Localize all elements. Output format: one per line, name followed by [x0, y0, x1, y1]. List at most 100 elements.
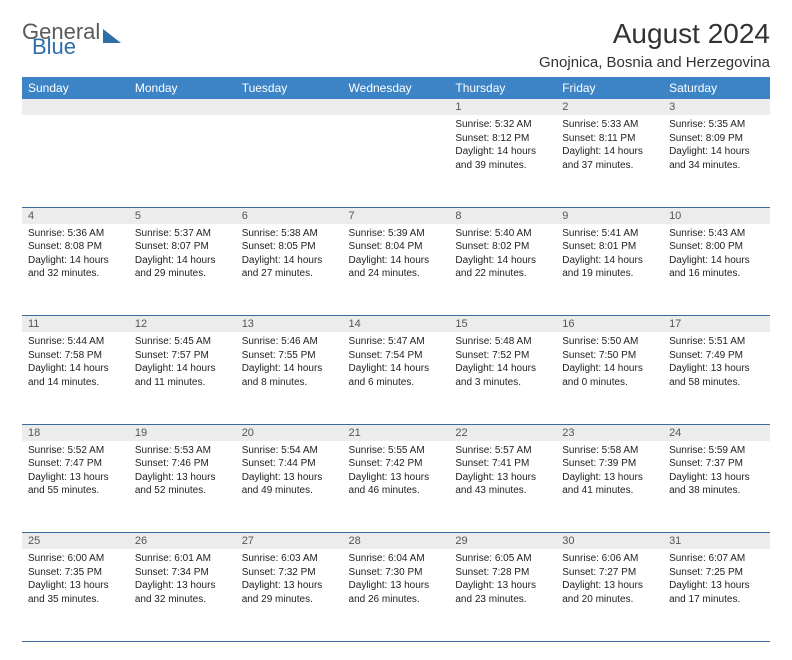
day-number-cell: 26: [129, 533, 236, 550]
day-cell: Sunrise: 5:53 AMSunset: 7:46 PMDaylight:…: [129, 441, 236, 533]
day-number-cell: 6: [236, 207, 343, 224]
day-number-cell: 12: [129, 316, 236, 333]
day-cell: Sunrise: 5:38 AMSunset: 8:05 PMDaylight:…: [236, 224, 343, 316]
day-content: Sunrise: 6:05 AMSunset: 7:28 PMDaylight:…: [449, 549, 556, 610]
day-cell: Sunrise: 5:41 AMSunset: 8:01 PMDaylight:…: [556, 224, 663, 316]
day-number-cell: 8: [449, 207, 556, 224]
day-header-row: SundayMondayTuesdayWednesdayThursdayFrid…: [22, 77, 770, 99]
day-number-cell: 11: [22, 316, 129, 333]
day-cell: [343, 115, 450, 207]
day-number-cell: 16: [556, 316, 663, 333]
title-block: August 2024 Gnojnica, Bosnia and Herzego…: [539, 18, 770, 71]
day-number-cell: 9: [556, 207, 663, 224]
day-number-cell: [129, 99, 236, 115]
day-header: Friday: [556, 77, 663, 99]
day-content: Sunrise: 5:48 AMSunset: 7:52 PMDaylight:…: [449, 332, 556, 393]
calendar-page: General Blue August 2024 Gnojnica, Bosni…: [0, 0, 792, 660]
brand-logo: General Blue: [22, 18, 121, 58]
day-cell: Sunrise: 5:59 AMSunset: 7:37 PMDaylight:…: [663, 441, 770, 533]
week-row: Sunrise: 5:36 AMSunset: 8:08 PMDaylight:…: [22, 224, 770, 316]
day-content: Sunrise: 5:33 AMSunset: 8:11 PMDaylight:…: [556, 115, 663, 176]
day-number-cell: 5: [129, 207, 236, 224]
day-content: Sunrise: 5:57 AMSunset: 7:41 PMDaylight:…: [449, 441, 556, 502]
day-cell: Sunrise: 5:39 AMSunset: 8:04 PMDaylight:…: [343, 224, 450, 316]
location-text: Gnojnica, Bosnia and Herzegovina: [539, 54, 770, 71]
day-cell: Sunrise: 6:07 AMSunset: 7:25 PMDaylight:…: [663, 549, 770, 641]
day-cell: Sunrise: 5:44 AMSunset: 7:58 PMDaylight:…: [22, 332, 129, 424]
day-cell: Sunrise: 5:51 AMSunset: 7:49 PMDaylight:…: [663, 332, 770, 424]
day-cell: Sunrise: 6:00 AMSunset: 7:35 PMDaylight:…: [22, 549, 129, 641]
daynum-row: 45678910: [22, 207, 770, 224]
day-cell: [22, 115, 129, 207]
day-cell: Sunrise: 5:36 AMSunset: 8:08 PMDaylight:…: [22, 224, 129, 316]
day-number-cell: 1: [449, 99, 556, 115]
day-content: Sunrise: 5:44 AMSunset: 7:58 PMDaylight:…: [22, 332, 129, 393]
day-number-cell: 22: [449, 424, 556, 441]
week-row: Sunrise: 6:00 AMSunset: 7:35 PMDaylight:…: [22, 549, 770, 641]
daynum-row: 18192021222324: [22, 424, 770, 441]
day-content: Sunrise: 5:38 AMSunset: 8:05 PMDaylight:…: [236, 224, 343, 285]
day-content: Sunrise: 5:35 AMSunset: 8:09 PMDaylight:…: [663, 115, 770, 176]
day-content: Sunrise: 5:53 AMSunset: 7:46 PMDaylight:…: [129, 441, 236, 502]
day-content: Sunrise: 5:39 AMSunset: 8:04 PMDaylight:…: [343, 224, 450, 285]
day-content: Sunrise: 5:40 AMSunset: 8:02 PMDaylight:…: [449, 224, 556, 285]
day-number-cell: 30: [556, 533, 663, 550]
day-number-cell: 28: [343, 533, 450, 550]
day-number-cell: 2: [556, 99, 663, 115]
day-header: Thursday: [449, 77, 556, 99]
day-header: Wednesday: [343, 77, 450, 99]
week-row: Sunrise: 5:32 AMSunset: 8:12 PMDaylight:…: [22, 115, 770, 207]
day-cell: Sunrise: 5:57 AMSunset: 7:41 PMDaylight:…: [449, 441, 556, 533]
day-content: Sunrise: 5:41 AMSunset: 8:01 PMDaylight:…: [556, 224, 663, 285]
daynum-row: 25262728293031: [22, 533, 770, 550]
day-cell: Sunrise: 5:43 AMSunset: 8:00 PMDaylight:…: [663, 224, 770, 316]
day-number-cell: 31: [663, 533, 770, 550]
daynum-row: 11121314151617: [22, 316, 770, 333]
day-content: Sunrise: 5:43 AMSunset: 8:00 PMDaylight:…: [663, 224, 770, 285]
day-number-cell: 15: [449, 316, 556, 333]
day-content: Sunrise: 6:00 AMSunset: 7:35 PMDaylight:…: [22, 549, 129, 610]
day-cell: Sunrise: 5:47 AMSunset: 7:54 PMDaylight:…: [343, 332, 450, 424]
day-content: Sunrise: 5:46 AMSunset: 7:55 PMDaylight:…: [236, 332, 343, 393]
day-cell: Sunrise: 5:45 AMSunset: 7:57 PMDaylight:…: [129, 332, 236, 424]
brand-text: General Blue: [22, 22, 100, 58]
day-content: Sunrise: 5:37 AMSunset: 8:07 PMDaylight:…: [129, 224, 236, 285]
triangle-icon: [103, 29, 121, 43]
day-number-cell: 24: [663, 424, 770, 441]
day-cell: Sunrise: 5:55 AMSunset: 7:42 PMDaylight:…: [343, 441, 450, 533]
day-cell: Sunrise: 5:33 AMSunset: 8:11 PMDaylight:…: [556, 115, 663, 207]
day-cell: Sunrise: 6:05 AMSunset: 7:28 PMDaylight:…: [449, 549, 556, 641]
day-cell: Sunrise: 6:03 AMSunset: 7:32 PMDaylight:…: [236, 549, 343, 641]
day-content: Sunrise: 5:58 AMSunset: 7:39 PMDaylight:…: [556, 441, 663, 502]
day-content: Sunrise: 5:50 AMSunset: 7:50 PMDaylight:…: [556, 332, 663, 393]
day-cell: Sunrise: 5:54 AMSunset: 7:44 PMDaylight:…: [236, 441, 343, 533]
day-content: Sunrise: 5:54 AMSunset: 7:44 PMDaylight:…: [236, 441, 343, 502]
day-content: Sunrise: 5:52 AMSunset: 7:47 PMDaylight:…: [22, 441, 129, 502]
day-cell: Sunrise: 6:04 AMSunset: 7:30 PMDaylight:…: [343, 549, 450, 641]
day-header: Tuesday: [236, 77, 343, 99]
day-number-cell: 20: [236, 424, 343, 441]
day-content: Sunrise: 6:06 AMSunset: 7:27 PMDaylight:…: [556, 549, 663, 610]
calendar-body: 123Sunrise: 5:32 AMSunset: 8:12 PMDaylig…: [22, 99, 770, 641]
day-cell: [236, 115, 343, 207]
day-number-cell: 13: [236, 316, 343, 333]
day-content: Sunrise: 6:07 AMSunset: 7:25 PMDaylight:…: [663, 549, 770, 610]
header: General Blue August 2024 Gnojnica, Bosni…: [22, 18, 770, 71]
day-cell: Sunrise: 6:06 AMSunset: 7:27 PMDaylight:…: [556, 549, 663, 641]
day-cell: Sunrise: 5:40 AMSunset: 8:02 PMDaylight:…: [449, 224, 556, 316]
day-content: Sunrise: 5:55 AMSunset: 7:42 PMDaylight:…: [343, 441, 450, 502]
day-number-cell: 10: [663, 207, 770, 224]
day-number-cell: 19: [129, 424, 236, 441]
day-number-cell: 18: [22, 424, 129, 441]
day-cell: Sunrise: 5:48 AMSunset: 7:52 PMDaylight:…: [449, 332, 556, 424]
day-content: Sunrise: 5:36 AMSunset: 8:08 PMDaylight:…: [22, 224, 129, 285]
day-number-cell: 3: [663, 99, 770, 115]
day-cell: [129, 115, 236, 207]
day-header: Saturday: [663, 77, 770, 99]
day-number-cell: 7: [343, 207, 450, 224]
day-cell: Sunrise: 5:32 AMSunset: 8:12 PMDaylight:…: [449, 115, 556, 207]
day-number-cell: 14: [343, 316, 450, 333]
day-cell: Sunrise: 5:46 AMSunset: 7:55 PMDaylight:…: [236, 332, 343, 424]
day-cell: Sunrise: 6:01 AMSunset: 7:34 PMDaylight:…: [129, 549, 236, 641]
day-number-cell: 27: [236, 533, 343, 550]
